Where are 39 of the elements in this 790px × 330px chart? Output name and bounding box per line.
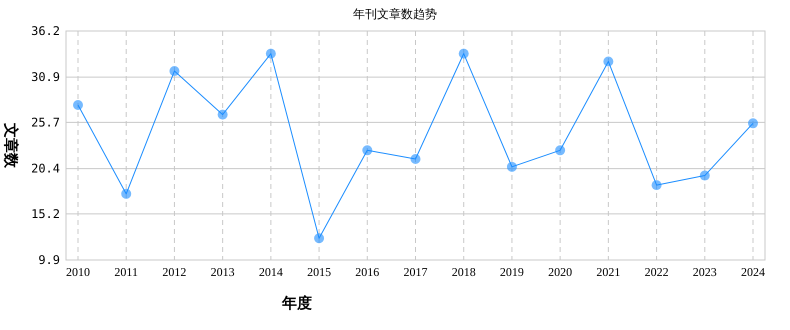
point	[603, 56, 614, 66]
y-tick-label: 15.2	[31, 206, 60, 221]
point	[652, 180, 662, 190]
chart-title: 年刊文章数趋势	[353, 7, 437, 21]
point	[218, 110, 228, 120]
y-tick-label: 25.7	[31, 115, 60, 130]
y-tick-label: 20.4	[31, 162, 60, 176]
point	[506, 162, 517, 172]
x-tick-label: 2020	[548, 265, 572, 279]
point	[314, 233, 324, 244]
point	[73, 100, 83, 110]
x-tick-label: 2015	[307, 265, 332, 279]
y-axis-title: 文章数	[2, 122, 20, 169]
x-tick-label: 2011	[114, 265, 138, 279]
x-tick-label: 2017	[404, 265, 428, 279]
point	[555, 145, 566, 156]
x-tick-label: 2010	[66, 265, 90, 279]
x-tick-label: 2016	[355, 265, 380, 279]
point	[362, 145, 372, 156]
x-tick-label: 2024	[741, 265, 765, 279]
y-tick-label: 36.2	[31, 24, 60, 38]
point	[748, 118, 758, 128]
x-tick-label: 2012	[162, 265, 186, 279]
x-tick-label: 2013	[210, 265, 235, 279]
x-tick-label: 2018	[452, 265, 476, 279]
x-tick-label: 2023	[692, 265, 717, 279]
point	[458, 48, 469, 59]
point	[700, 170, 710, 181]
x-tick-label: 2014	[258, 265, 283, 279]
point	[266, 48, 276, 59]
x-tick-label: 2021	[596, 265, 620, 279]
point	[169, 66, 180, 76]
x-tick-label: 2022	[644, 265, 669, 279]
y-tick-label: 30.9	[31, 70, 60, 84]
point	[121, 188, 132, 199]
point	[410, 154, 420, 164]
x-axis-title: 年度	[281, 294, 312, 312]
x-tick-label: 2019	[500, 265, 524, 279]
y-tick-label: 9.9	[38, 253, 60, 267]
